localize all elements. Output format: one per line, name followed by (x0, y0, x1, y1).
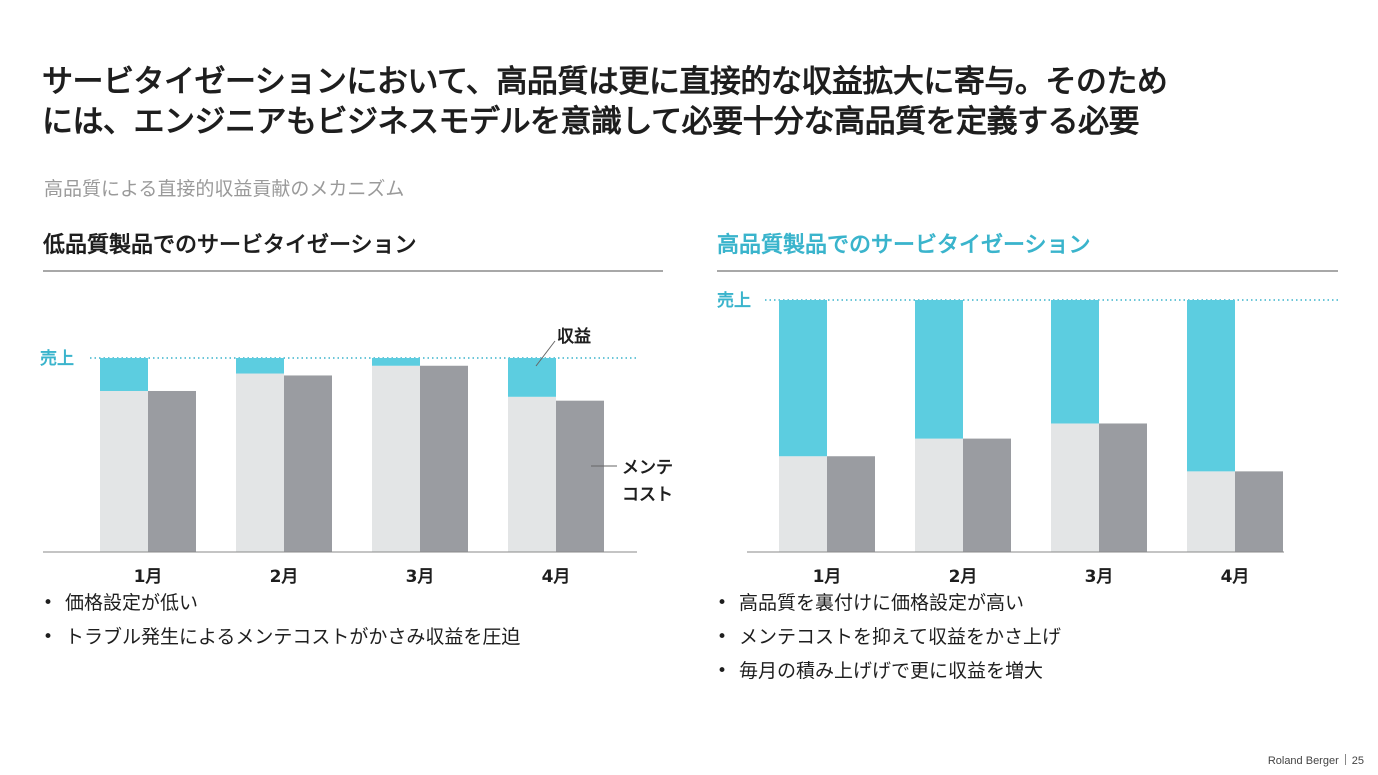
profit-bar (915, 300, 963, 439)
revenue-cost-bar (779, 456, 827, 552)
maintenance-cost-bar (1235, 471, 1283, 552)
profit-bar (236, 358, 284, 374)
revenue-cost-bar (100, 390, 148, 552)
x-tick-label: 3月 (1085, 567, 1114, 587)
revenue-cost-bar (1051, 423, 1099, 552)
maintenance-cost-bar (148, 390, 196, 552)
profit-annotation-leader (535, 340, 556, 367)
profit-bar (1051, 300, 1099, 424)
x-tick-label: 4月 (1221, 567, 1250, 587)
bullet-item: 価格設定が低い (43, 588, 520, 622)
sales-reference-label: 売上 (717, 290, 751, 311)
footer-brand: Roland Berger (1267, 755, 1339, 767)
maintenance-cost-bar (1099, 423, 1147, 552)
bullet-item: 高品質を裏付けに価格設定が高い (717, 588, 1061, 622)
x-tick-label: 2月 (949, 567, 978, 587)
maintenance-cost-bar (420, 365, 468, 552)
x-tick-label: 2月 (270, 567, 299, 587)
footer-page-number: 25 (1351, 755, 1364, 767)
x-tick-label: 1月 (813, 567, 842, 587)
revenue-cost-bar (372, 365, 420, 552)
revenue-cost-bar (236, 373, 284, 552)
profit-bar (1187, 300, 1235, 472)
profit-bar (508, 358, 556, 397)
maintenance-cost-bar (963, 438, 1011, 552)
revenue-cost-bar (1187, 471, 1235, 552)
headline-line-2: には、エンジニアもビジネスモデルを意識して必要十分な高品質を定義する必要 (42, 104, 1140, 140)
bullet-item: メンテコストを抑えて収益をかさ上げ (717, 622, 1061, 656)
slide-subtitle: 高品質による直接的収益貢献のメカニズム (44, 178, 405, 200)
footer-divider (1344, 754, 1346, 765)
profit-bar (372, 358, 420, 366)
cost-annotation-label-line2: コスト (622, 485, 673, 505)
low-quality-bullets: 価格設定が低い トラブル発生によるメンテコストがかさみ収益を圧迫 (43, 588, 520, 656)
headline-line-1: サービタイゼーションにおいて、高品質は更に直接的な収益拡大に寄与。そのため (42, 64, 1168, 100)
revenue-cost-bar (508, 396, 556, 552)
maintenance-cost-bar (827, 456, 875, 552)
x-tick-label: 4月 (542, 567, 571, 587)
high-quality-bullets: 高品質を裏付けに価格設定が高い メンテコストを抑えて収益をかさ上げ 毎月の積み上… (717, 588, 1061, 690)
high-quality-chart: 売上 1月 2月 3月 4月 (717, 290, 1338, 587)
high-quality-panel: 高品質製品でのサービタイゼーション 売上 1月 2月 3月 4月 高品質を裏付けに価格設… (717, 228, 1338, 686)
maintenance-cost-bar (284, 375, 332, 552)
revenue-cost-bar (915, 438, 963, 552)
profit-annotation-label: 収益 (557, 326, 591, 347)
footer: Roland Berger 25 (1268, 754, 1364, 767)
bullet-item: トラブル発生によるメンテコストがかさみ収益を圧迫 (43, 622, 520, 656)
profit-bar (100, 358, 148, 391)
cost-annotation-label-line1: メンテ (622, 458, 673, 478)
profit-bar (779, 300, 827, 457)
high-quality-panel-title: 高品質製品でのサービタイゼーション (717, 228, 1338, 272)
maintenance-cost-bar (556, 400, 604, 552)
sales-reference-label: 売上 (40, 348, 74, 369)
bullet-item: 毎月の積み上げげで更に収益を増大 (717, 656, 1061, 690)
x-tick-label: 1月 (134, 567, 163, 587)
slide-headline: サービタイゼーションにおいて、高品質は更に直接的な収益拡大に寄与。そのため には… (42, 62, 1342, 142)
low-quality-panel-title: 低品質製品でのサービタイゼーション (43, 228, 663, 272)
x-tick-label: 3月 (406, 567, 435, 587)
